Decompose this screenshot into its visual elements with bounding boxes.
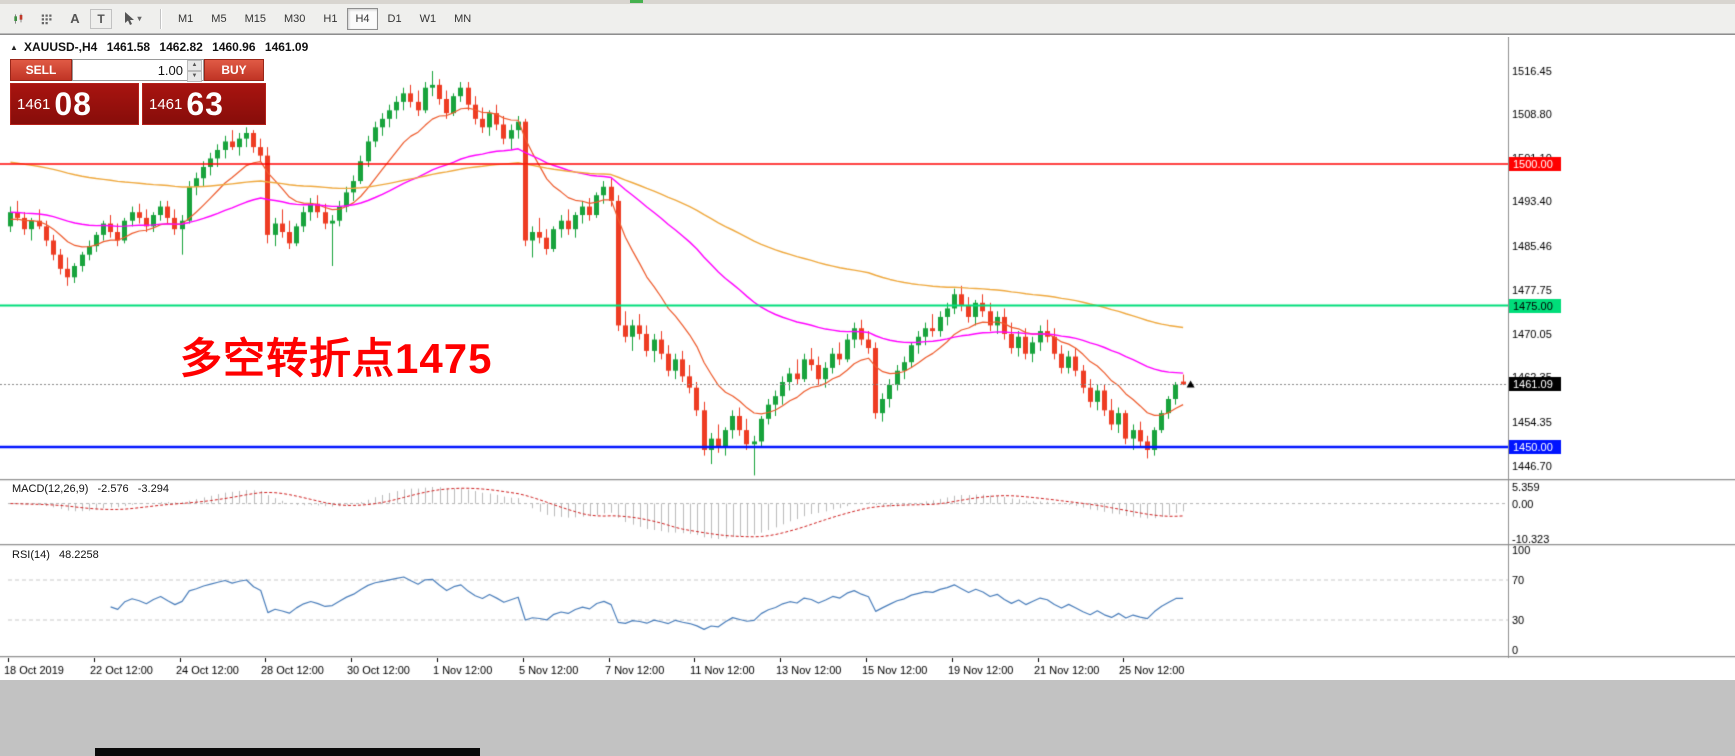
buy-button[interactable]: BUY [204,59,264,81]
rsi-value: 48.2258 [58,549,99,561]
workspace-background [0,680,1735,748]
taskbar-fragment [95,748,480,756]
macd-value-signal: -3.294 [137,483,169,495]
candlestick-icon [14,13,23,24]
chart-annotation-text: 多空转折点1475 [180,335,493,382]
tab-timeframe-mn[interactable]: MN [446,8,479,30]
volume-spinner[interactable]: ▲ ▼ [187,60,202,82]
sell-price-main: 1461 [17,95,51,113]
clipped-toolbar-row [0,0,1735,4]
rsi-name: RSI(14) [12,549,50,561]
macd-value-main: -2.576 [97,483,129,495]
chevron-down-icon: ▾ [137,14,142,23]
price-chart-canvas[interactable] [0,37,1735,681]
ohlc-low: 1460.96 [212,40,256,54]
volume-field[interactable]: 1.00 ▲ ▼ [72,59,204,82]
buy-price-main: 1461 [149,95,183,113]
main-toolbar: A T ▾ M1 M5 M15 M30 H1 H4 D1 W1 MN [0,4,1735,34]
sell-button[interactable]: SELL [10,59,72,81]
indicators-button[interactable] [34,7,60,31]
toolbar-separator [160,8,162,29]
one-click-trading-panel: SELL 1.00 ▲ ▼ BUY 1461 08 1461 63 [10,59,266,125]
volume-value[interactable]: 1.00 [157,63,183,78]
spinner-up-icon[interactable]: ▲ [187,60,202,71]
ohlc-open: 1461.58 [106,40,151,54]
text-label-button[interactable]: A [62,7,88,31]
rsi-indicator-label: RSI(14) 48.2258 [12,549,105,561]
template-button[interactable]: T [90,8,112,29]
tab-timeframe-h1[interactable]: H1 [315,8,345,30]
spinner-down-icon[interactable]: ▼ [187,71,202,82]
tab-timeframe-m5[interactable]: M5 [203,8,234,30]
tab-timeframe-m30[interactable]: M30 [276,8,313,30]
chart-title: XAUUSD-,H4 1461.58 1462.82 1460.96 1461.… [24,40,314,54]
symbol-timeframe-label: XAUUSD-,H4 [24,40,98,54]
sell-price-pips: 08 [54,85,92,122]
tab-timeframe-w1[interactable]: W1 [412,8,445,30]
buy-price-pips: 63 [186,85,224,122]
tab-timeframe-m15[interactable]: M15 [237,8,274,30]
template-tool-icon: T [97,11,105,26]
ohlc-close: 1461.09 [264,40,309,54]
ohlc-high: 1462.82 [159,40,203,54]
cursor-icon [125,12,135,25]
tab-timeframe-m1[interactable]: M1 [170,8,201,30]
clipped-icon [630,0,643,3]
tab-timeframe-d1[interactable]: D1 [380,8,410,30]
macd-name: MACD(12,26,9) [12,483,89,495]
bottom-strip [0,748,1735,756]
sell-price-display[interactable]: 1461 08 [10,83,139,125]
collapse-arrow-icon[interactable]: ▲ [10,43,18,52]
grid-icon [41,14,52,24]
text-tool-icon: A [70,11,80,26]
macd-indicator-label: MACD(12,26,9) -2.576 -3.294 [12,483,175,495]
tab-timeframe-h4[interactable]: H4 [347,7,378,30]
chart-window: ▲ XAUUSD-,H4 1461.58 1462.82 1460.96 146… [0,34,1735,681]
chart-type-button[interactable] [6,7,32,31]
cursor-tool-button[interactable]: ▾ [114,7,150,31]
buy-price-display[interactable]: 1461 63 [142,83,266,125]
